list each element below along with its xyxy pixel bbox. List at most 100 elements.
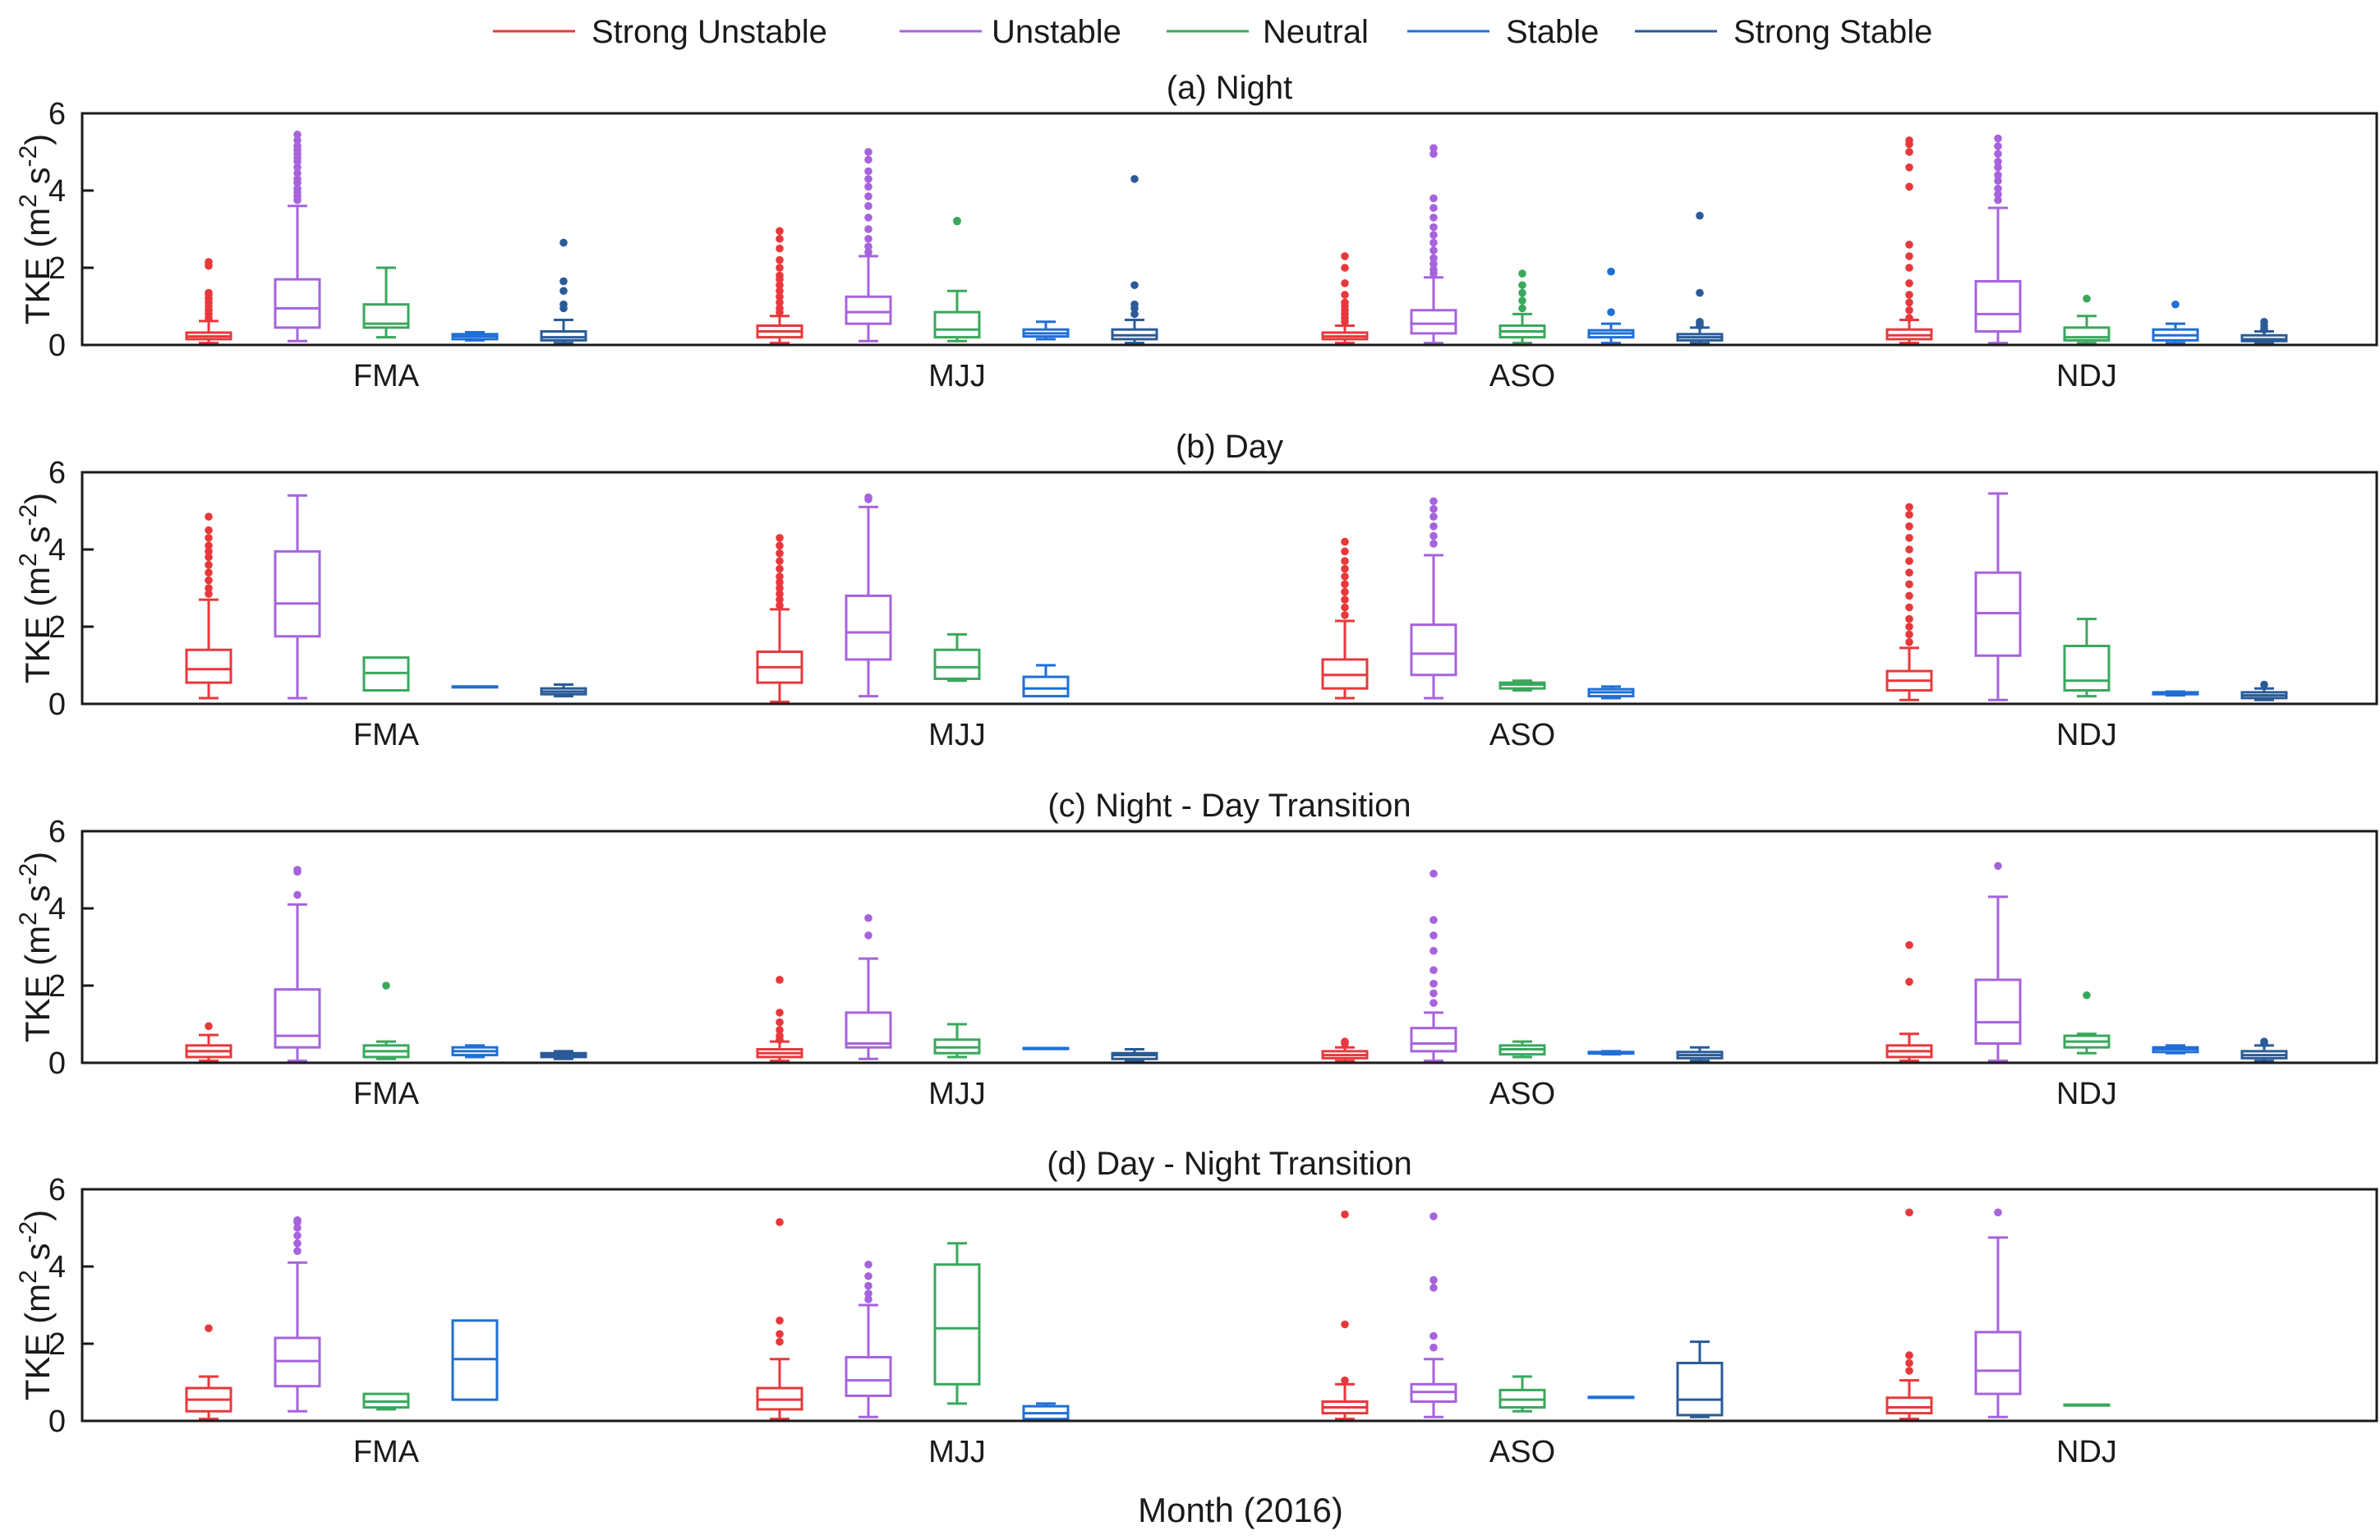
y-tick-label: 4 (48, 533, 66, 568)
outlier-point (1429, 214, 1438, 222)
outlier-point (1341, 611, 1349, 619)
outlier-point (293, 131, 302, 139)
x-category-label-ndj: NDJ (2056, 1077, 2117, 1111)
y-axis-label: TKE (m2 s-2) (15, 1210, 57, 1400)
outlier-point (1429, 989, 1438, 998)
group-aso (1321, 497, 1635, 700)
box-neutral (362, 981, 410, 1060)
outlier-point (864, 182, 872, 191)
box-iqr (1974, 279, 2022, 333)
outlier-point (1905, 241, 1913, 249)
outlier-point (1905, 503, 1913, 512)
legend-label-strong-stable: Strong Stable (1733, 14, 1932, 50)
outlier-point (776, 227, 784, 236)
outlier-point (1341, 537, 1349, 546)
outlier-point (1905, 264, 1913, 272)
box-unstable (1410, 497, 1457, 700)
box-strong-unstable (756, 1218, 803, 1421)
outlier-point (1905, 545, 1913, 554)
outlier-point (2083, 991, 2091, 1000)
outlier-point (293, 169, 302, 177)
outlier-point (2260, 1037, 2268, 1046)
outlier-point (293, 175, 302, 183)
outlier-point (1130, 175, 1139, 183)
box-iqr (845, 295, 892, 325)
y-tick-label: 0 (48, 687, 66, 722)
box-iqr (845, 594, 892, 661)
outlier-point (1429, 1212, 1438, 1221)
group-mjj (756, 1218, 1070, 1421)
box-iqr (1974, 1331, 2022, 1395)
box-iqr (1974, 978, 2022, 1045)
outlier-point (776, 572, 784, 581)
outlier-point (1130, 310, 1139, 319)
box-neutral (2063, 1403, 2111, 1407)
box-neutral (362, 1392, 410, 1411)
outlier-point (1341, 557, 1349, 565)
x-category-label-mjj: MJJ (928, 718, 986, 752)
box-neutral (2063, 991, 2111, 1055)
box-strong-unstable (1321, 1037, 1369, 1063)
outlier-point (1905, 314, 1913, 322)
outlier-point (1518, 297, 1526, 305)
outlier-point (776, 244, 784, 253)
outlier-point (1341, 595, 1349, 604)
outlier-point (864, 225, 872, 233)
outlier-point (1696, 288, 1704, 297)
y-axis-label: TKE (m2 s-2) (15, 134, 57, 324)
box-strong-stable (2240, 680, 2288, 701)
outlier-point (1905, 291, 1913, 299)
outlier-point (1994, 149, 2002, 159)
outlier-point (293, 163, 302, 172)
outlier-point (776, 1317, 784, 1325)
y-tick-label: 4 (48, 174, 66, 209)
box-iqr (933, 648, 981, 680)
outlier-point (1696, 211, 1704, 220)
outlier-point (864, 1289, 872, 1298)
x-category-label-aso: ASO (1489, 1077, 1555, 1111)
outlier-point (1518, 288, 1526, 297)
x-category-label-ndj: NDJ (2056, 1435, 2117, 1469)
group-ndj (1885, 1208, 2111, 1421)
outlier-point (1994, 163, 2002, 172)
outlier-point (205, 576, 213, 585)
outlier-point (1905, 580, 1913, 589)
outlier-point (1905, 977, 1913, 986)
outlier-point (1429, 946, 1438, 955)
outlier-point (1429, 513, 1438, 521)
outlier-point (1607, 267, 1615, 276)
box-iqr (1022, 675, 1070, 698)
box-unstable (1410, 1212, 1457, 1418)
outlier-point (293, 184, 302, 193)
y-tick-label: 2 (48, 1327, 66, 1362)
outlier-point (559, 300, 568, 309)
outlier-point (1994, 1208, 2002, 1216)
outlier-point (1429, 931, 1438, 940)
outlier-point (1341, 572, 1349, 581)
outlier-point (2171, 300, 2180, 309)
group-mjj (756, 493, 1070, 704)
outlier-point (293, 142, 302, 150)
outlier-point (293, 890, 302, 899)
outlier-point (776, 1009, 784, 1017)
box-neutral (1498, 1040, 1546, 1059)
outlier-point (776, 564, 784, 573)
y-tick-label: 4 (48, 1250, 66, 1285)
outlier-point (1905, 510, 1913, 519)
outlier-point (1130, 300, 1139, 309)
box-stable (1587, 1050, 1635, 1056)
outlier-point (776, 578, 784, 586)
outlier-point (1905, 940, 1913, 949)
outlier-point (1905, 638, 1913, 646)
group-fma (185, 494, 587, 700)
outlier-point (1994, 195, 2002, 205)
outlier-point (1341, 264, 1349, 272)
box-iqr (274, 278, 321, 329)
group-ndj (1885, 134, 2288, 345)
box-strong-stable (1676, 1046, 1724, 1063)
outlier-point (1905, 136, 1913, 145)
outlier-point (776, 1337, 784, 1346)
y-tick-label: 2 (48, 251, 66, 286)
y-tick-label: 6 (48, 815, 66, 849)
